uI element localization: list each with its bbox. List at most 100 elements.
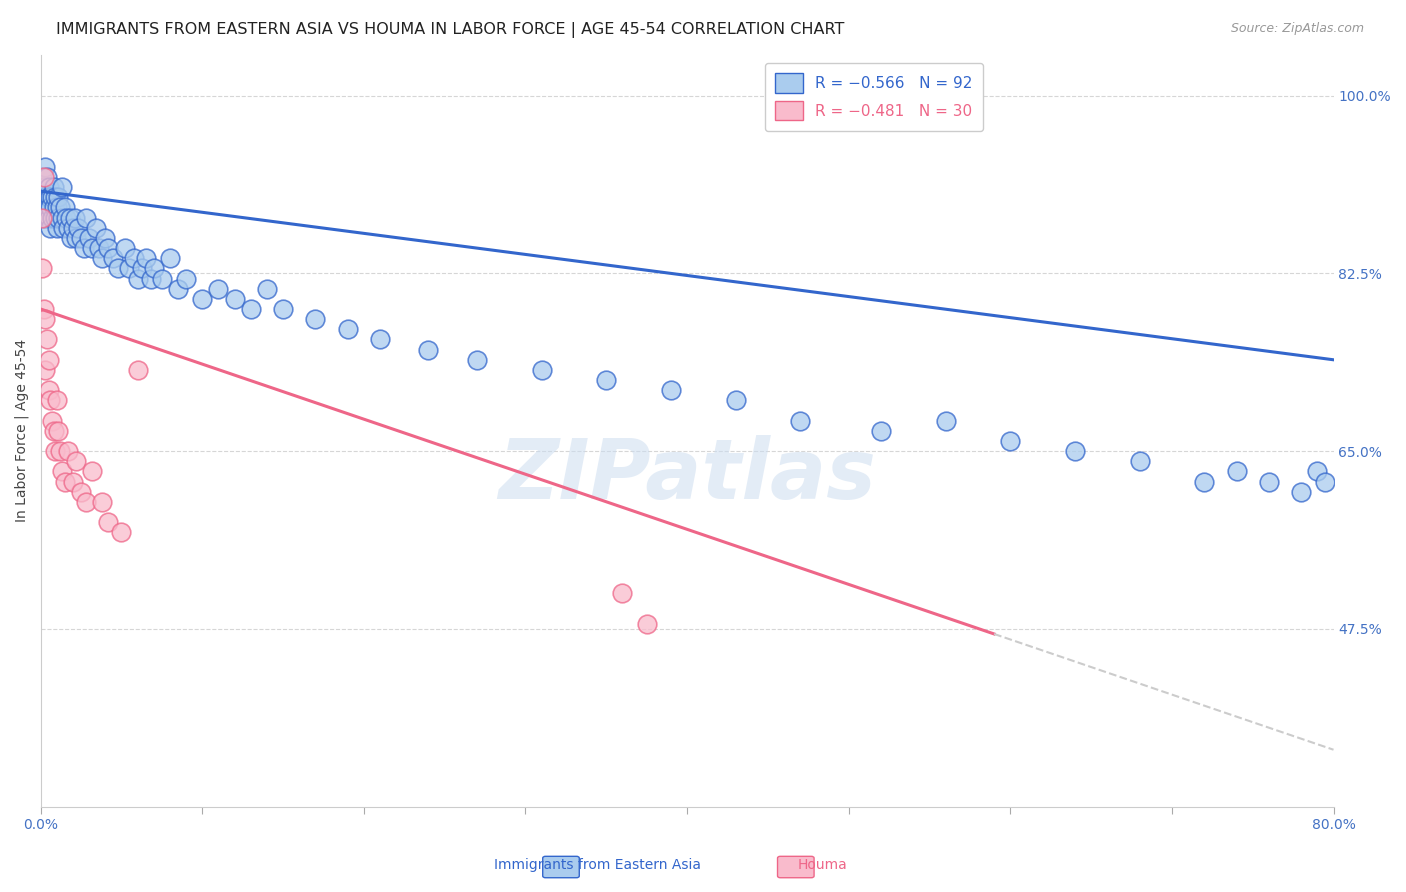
Point: [114, 241, 136, 255]
Point: [191, 292, 214, 306]
Point: [42, 180, 65, 194]
Point: [32, 201, 55, 215]
Point: [224, 292, 246, 306]
Point: [131, 261, 153, 276]
Point: [32, 180, 55, 194]
Point: [31, 190, 53, 204]
Point: [91, 495, 114, 509]
Point: [66, 220, 89, 235]
Point: [42, 424, 65, 438]
Point: [39, 190, 62, 204]
Point: [62, 475, 84, 489]
Text: Source: ZipAtlas.com: Source: ZipAtlas.com: [1230, 22, 1364, 36]
Point: [53, 475, 76, 489]
Point: [659, 383, 682, 397]
Point: [60, 231, 83, 245]
Point: [82, 465, 104, 479]
Point: [207, 282, 229, 296]
Point: [35, 190, 58, 204]
Point: [56, 444, 79, 458]
Point: [34, 363, 56, 377]
Point: [75, 495, 97, 509]
Point: [110, 525, 132, 540]
Point: [32, 169, 55, 184]
Point: [63, 211, 86, 225]
Point: [1192, 475, 1215, 489]
Point: [52, 220, 75, 235]
Point: [34, 312, 56, 326]
Point: [34, 190, 56, 204]
Point: [271, 301, 294, 316]
Point: [38, 352, 60, 367]
Point: [45, 201, 67, 215]
Point: [62, 220, 84, 235]
Text: IMMIGRANTS FROM EASTERN ASIA VS HOUMA IN LABOR FORCE | AGE 45-54 CORRELATION CHA: IMMIGRANTS FROM EASTERN ASIA VS HOUMA IN…: [56, 22, 845, 38]
Point: [84, 220, 107, 235]
Point: [1315, 475, 1337, 489]
Point: [1289, 484, 1312, 499]
Point: [304, 312, 326, 326]
Point: [159, 252, 181, 266]
Point: [42, 201, 65, 215]
Point: [41, 190, 63, 204]
Point: [70, 231, 93, 245]
Point: [49, 201, 72, 215]
Point: [51, 211, 73, 225]
Point: [127, 271, 149, 285]
Point: [870, 424, 893, 438]
Point: [530, 363, 553, 377]
Point: [612, 586, 634, 600]
Point: [465, 352, 488, 367]
Point: [48, 190, 70, 204]
Point: [44, 444, 66, 458]
Point: [789, 414, 811, 428]
Point: [39, 220, 62, 235]
Point: [32, 211, 55, 225]
Point: [1000, 434, 1022, 448]
Point: [31, 169, 53, 184]
Legend: R = −0.566   N = 92, R = −0.481   N = 30: R = −0.566 N = 92, R = −0.481 N = 30: [765, 62, 983, 131]
Point: [336, 322, 359, 336]
Point: [41, 414, 63, 428]
Y-axis label: In Labor Force | Age 45-54: In Labor Force | Age 45-54: [15, 339, 30, 523]
Point: [118, 261, 141, 276]
Point: [34, 180, 56, 194]
Point: [91, 252, 114, 266]
Point: [935, 414, 957, 428]
Point: [174, 271, 197, 285]
Point: [38, 211, 60, 225]
Point: [150, 271, 173, 285]
Point: [41, 211, 63, 225]
Point: [636, 616, 658, 631]
Point: [35, 169, 58, 184]
Point: [1129, 454, 1152, 468]
Point: [34, 211, 56, 225]
Point: [34, 160, 56, 174]
Point: [38, 383, 60, 397]
Point: [32, 301, 55, 316]
Point: [97, 515, 120, 529]
Point: [127, 363, 149, 377]
Point: [48, 424, 70, 438]
Point: [135, 252, 157, 266]
Point: [107, 261, 129, 276]
Point: [368, 333, 391, 347]
Point: [31, 211, 53, 225]
Point: [103, 252, 125, 266]
Point: [38, 180, 60, 194]
Point: [87, 241, 110, 255]
Point: [31, 261, 53, 276]
Point: [139, 271, 162, 285]
Text: Immigrants from Eastern Asia: Immigrants from Eastern Asia: [494, 858, 702, 872]
Point: [70, 484, 93, 499]
Point: [39, 393, 62, 408]
Point: [49, 444, 72, 458]
Point: [1306, 465, 1329, 479]
Text: Houma: Houma: [797, 858, 848, 872]
Point: [65, 454, 87, 468]
Point: [256, 282, 278, 296]
Point: [45, 393, 67, 408]
Point: [724, 393, 747, 408]
Point: [38, 190, 60, 204]
Point: [48, 211, 70, 225]
